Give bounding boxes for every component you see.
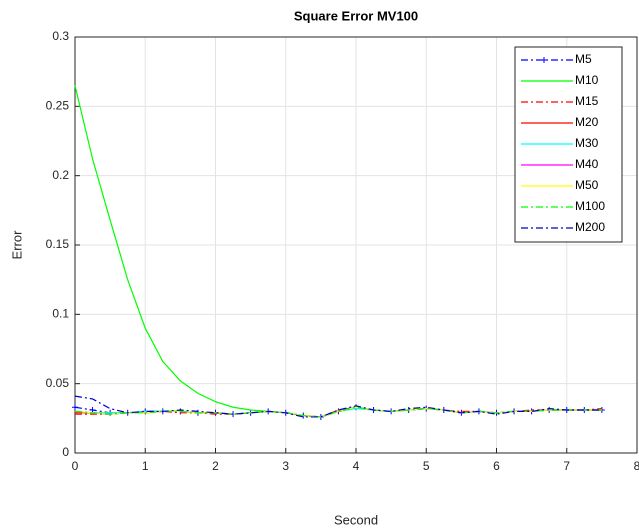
- series-line: [74, 395, 602, 418]
- legend-label: M40: [575, 157, 599, 171]
- legend-marker: [541, 57, 547, 63]
- y-axis-label: Error: [9, 230, 24, 260]
- legend: M5 M10 M15 M20 M30 M40 M50 M100 M200: [514, 46, 623, 243]
- x-tick-label: 4: [353, 459, 360, 473]
- data-marker: [89, 407, 96, 414]
- legend-label: M15: [575, 94, 599, 108]
- x-tick-label: 8: [634, 459, 639, 473]
- legend-label: M5: [575, 52, 592, 66]
- x-tick-label: 7: [563, 459, 570, 473]
- x-tick-label: 3: [282, 459, 289, 473]
- legend-label: M20: [575, 115, 599, 129]
- legend-label: M30: [575, 136, 599, 150]
- x-tick-label: 1: [142, 459, 149, 473]
- x-tick-label: 2: [212, 459, 219, 473]
- data-marker: [72, 404, 78, 411]
- legend-label: M50: [575, 178, 599, 192]
- legend-label: M10: [575, 73, 599, 87]
- x-tick-label: 6: [493, 459, 500, 473]
- x-tick-label: 0: [72, 459, 79, 473]
- legend-label: M100: [575, 199, 605, 213]
- y-tick-label: 0.15: [46, 237, 70, 251]
- y-tick-label: 0.2: [52, 168, 69, 182]
- y-tick-label: 0.05: [46, 376, 70, 390]
- y-tick-label: 0.25: [46, 99, 70, 113]
- legend-label: M200: [575, 220, 605, 234]
- y-tick-label: 0.1: [52, 307, 69, 321]
- x-tick-label: 5: [423, 459, 430, 473]
- chart-title: Square Error MV100: [294, 8, 418, 23]
- plot-frame: [74, 36, 638, 454]
- y-tick-label: 0: [62, 445, 69, 459]
- y-tick-label: 0.3: [52, 29, 69, 43]
- x-axis-label: Second: [334, 512, 378, 527]
